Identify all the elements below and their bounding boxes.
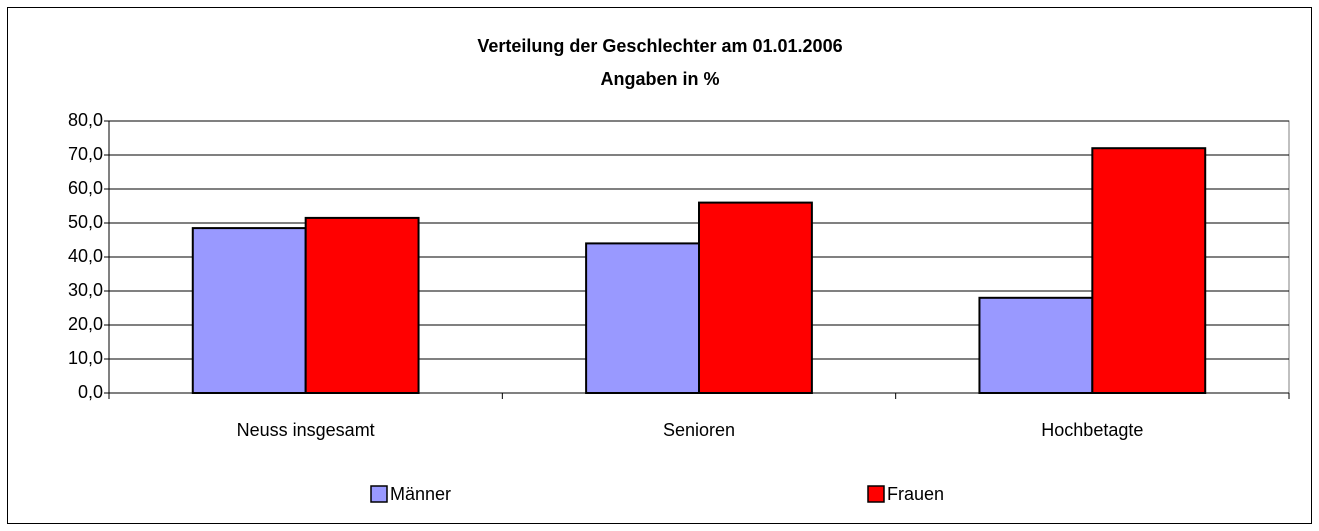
- x-tick-label: Senioren: [663, 420, 735, 440]
- bar: [698, 201, 813, 394]
- bar: [1091, 147, 1207, 394]
- y-tick-label: 50,0: [68, 212, 103, 232]
- y-tick-label: 0,0: [78, 382, 103, 402]
- bar: [978, 296, 1094, 394]
- chart-subtitle: Angaben in %: [600, 69, 719, 89]
- bar: [585, 242, 701, 394]
- y-tick-label: 80,0: [68, 110, 103, 130]
- bar: [191, 227, 307, 394]
- legend-label: Frauen: [887, 484, 944, 504]
- chart-title: Verteilung der Geschlechter am 01.01.200…: [477, 36, 842, 56]
- y-tick-label: 20,0: [68, 314, 103, 334]
- y-tick-label: 10,0: [68, 348, 103, 368]
- legend-swatch: [370, 485, 388, 503]
- y-tick-label: 60,0: [68, 178, 103, 198]
- legend-label: Männer: [390, 484, 451, 504]
- x-tick-label: Neuss insgesamt: [237, 420, 375, 440]
- y-tick-label: 70,0: [68, 144, 103, 164]
- y-tick-label: 40,0: [68, 246, 103, 266]
- x-tick-label: Hochbetagte: [1041, 420, 1143, 440]
- legend-swatch: [867, 485, 885, 503]
- bar: [304, 216, 420, 394]
- y-tick-label: 30,0: [68, 280, 103, 300]
